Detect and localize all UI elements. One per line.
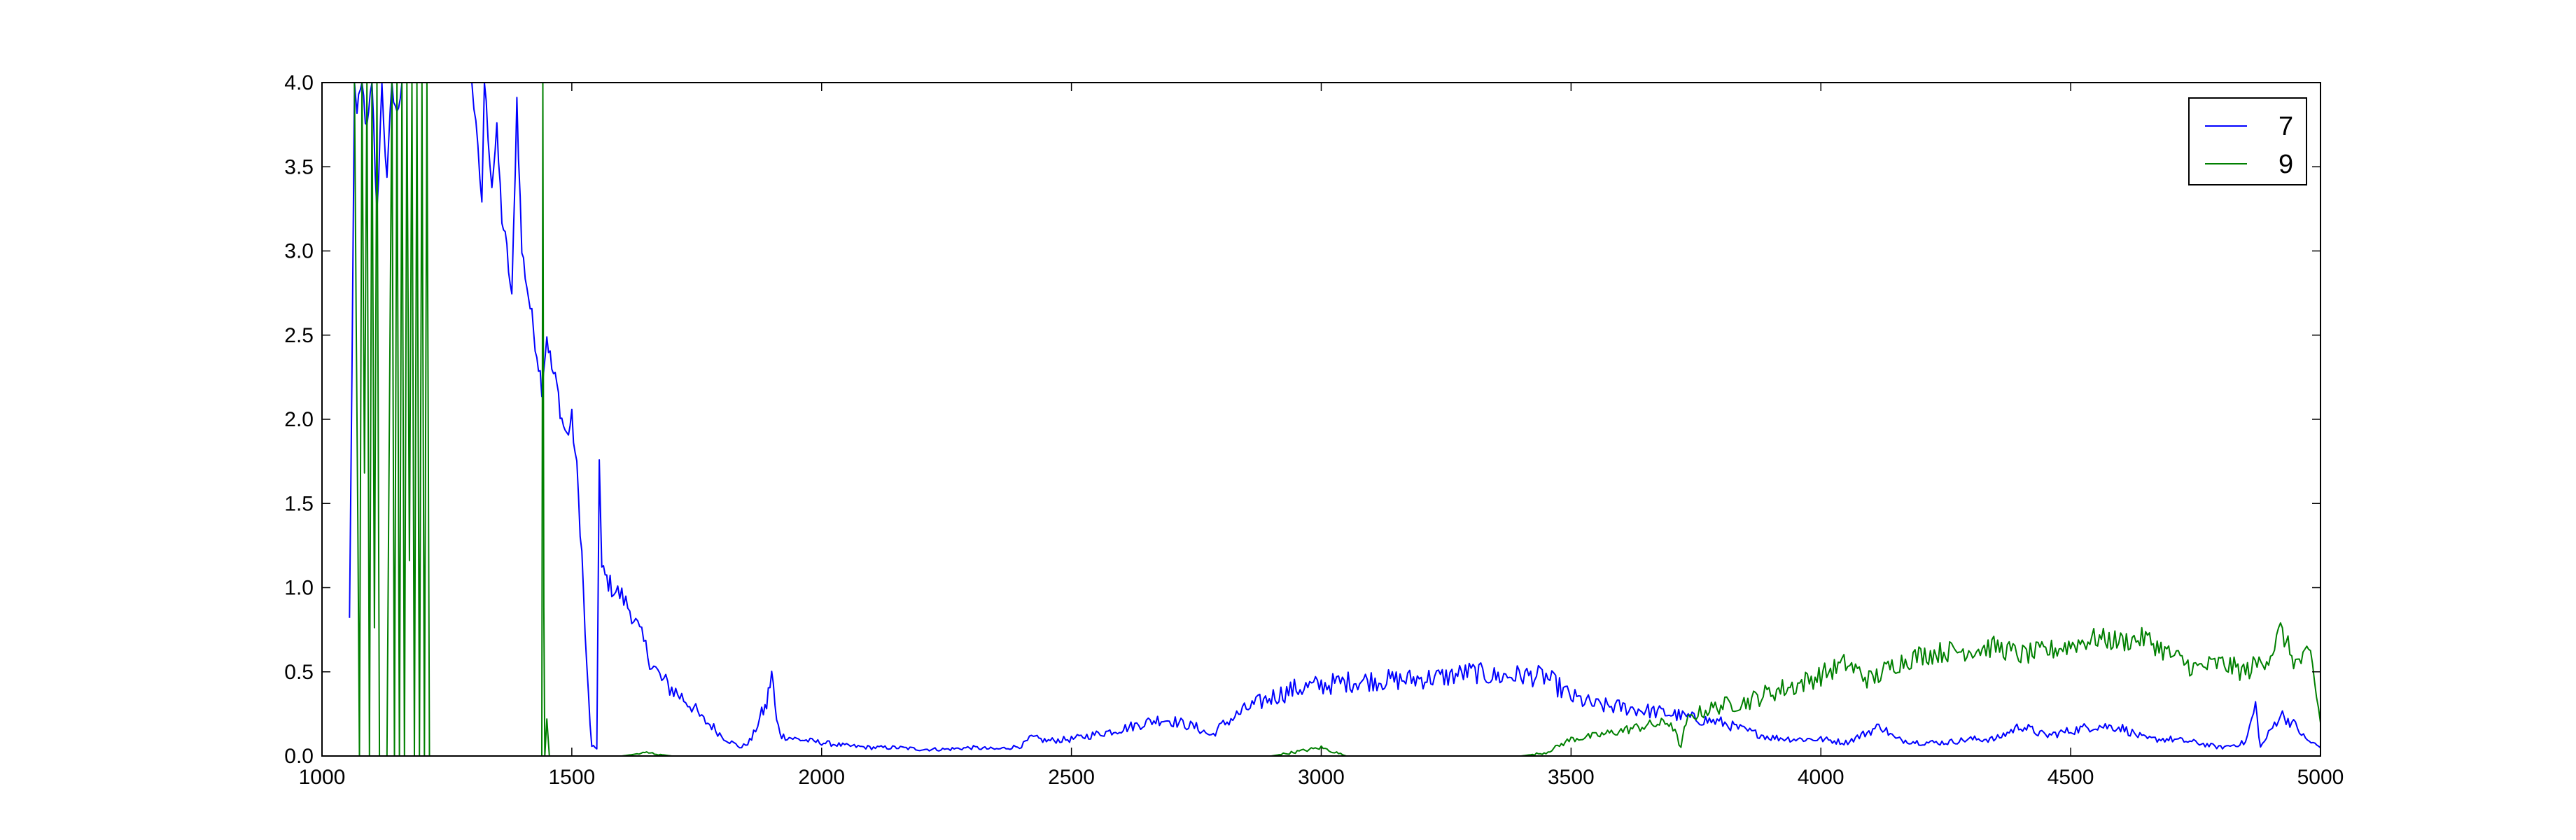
x-tick-label: 1000	[299, 766, 346, 789]
x-tick-label: 2500	[1048, 766, 1095, 789]
plot-area	[349, 83, 2320, 756]
x-tick-labels: 1000 1500 2000 2500 3000 3500 4000 4500 5000	[299, 766, 2344, 789]
x-tick-label: 3500	[1548, 766, 1595, 789]
y-tick-label: 1.5	[284, 492, 314, 515]
y-tick-label: 3.0	[284, 240, 314, 263]
legend-box	[2188, 97, 2307, 186]
x-tick-label: 1500	[549, 766, 596, 789]
y-tick-label: 0.5	[284, 661, 314, 684]
y-tick-label: 1.0	[284, 577, 314, 600]
series-layer	[349, 83, 2320, 756]
y-tick-label: 0.0	[284, 745, 314, 768]
y-tick-label: 4.0	[284, 71, 314, 94]
y-tick-label: 2.0	[284, 408, 314, 431]
tick-marks	[321, 82, 2321, 757]
x-tick-label: 4500	[2047, 766, 2094, 789]
x-tick-label: 3000	[1298, 766, 1345, 789]
legend-label-7: 7	[2278, 112, 2293, 141]
legend-label-9: 9	[2278, 150, 2293, 179]
legend: 7 9	[2188, 97, 2307, 186]
x-tick-label: 2000	[798, 766, 845, 789]
y-tick-label: 3.5	[284, 155, 314, 178]
x-tick-label: 5000	[2297, 766, 2344, 789]
plot-frame	[321, 82, 2321, 757]
series-line-7	[349, 83, 2320, 752]
series-line-9	[354, 83, 2320, 756]
y-tick-labels: 0.0 0.5 1.0 1.5 2.0 2.5 3.0 3.5 4.0	[284, 71, 314, 768]
y-tick-label: 2.5	[284, 324, 314, 347]
x-tick-label: 4000	[1798, 766, 1844, 789]
